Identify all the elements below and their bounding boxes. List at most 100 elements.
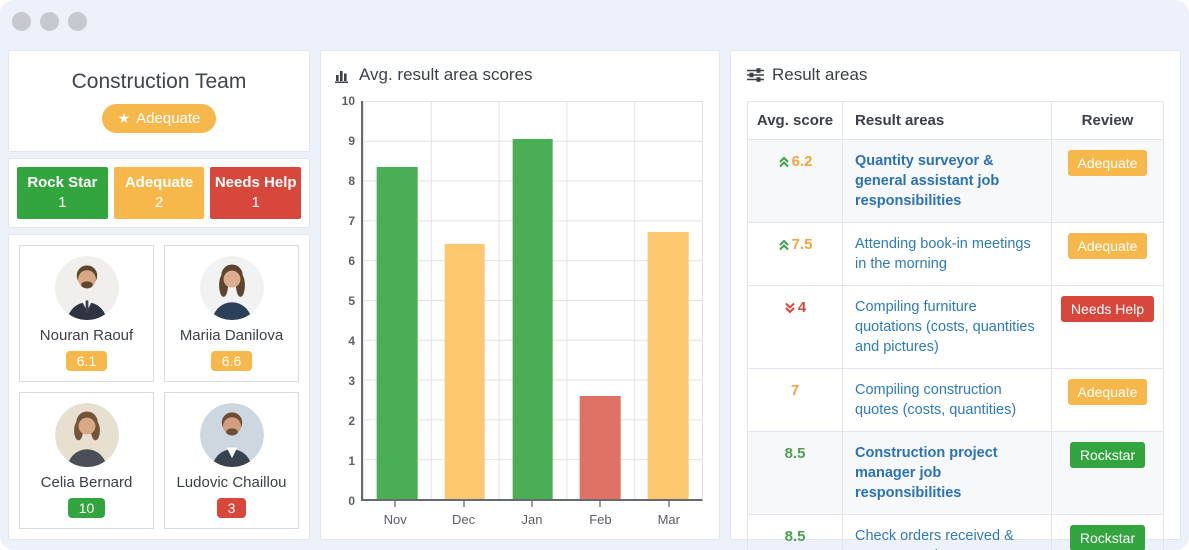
- member-card-mariia-danilova[interactable]: Mariia Danilova 6.6: [164, 245, 299, 382]
- review-badge: Adequate: [1067, 233, 1148, 259]
- chart-title-text: Avg. result area scores: [359, 65, 533, 84]
- y-axis-tick-label: 10: [341, 94, 355, 108]
- team-column: Construction Team ★ Adequate Rock Star 1…: [8, 50, 310, 540]
- column-header-review: Review: [1051, 101, 1164, 140]
- y-axis-tick-label: 5: [348, 294, 355, 308]
- chart-y-axis: 0 1 2 3 4 5 6 7 8 9 10: [335, 94, 361, 508]
- review-cell: Adequate: [1051, 368, 1164, 432]
- member-name: Celia Bernard: [40, 474, 133, 491]
- chart-x-axis: Nov Dec Jan Feb Mar: [361, 501, 703, 537]
- y-axis-tick-label: 2: [348, 414, 355, 428]
- stat-count: 1: [251, 194, 260, 211]
- window-titlebar: [0, 0, 1189, 42]
- member-score-badge: 6.1: [65, 351, 108, 371]
- avatar: [199, 256, 264, 320]
- sliders-icon: [747, 68, 764, 82]
- review-cell: Rockstar: [1051, 431, 1164, 515]
- y-axis-tick-label: 0: [348, 494, 355, 508]
- x-axis-tick: [667, 501, 670, 507]
- result-area-link[interactable]: Check orders received & request Invoices: [842, 514, 1052, 550]
- result-area-link[interactable]: Construction project manager job respons…: [842, 431, 1052, 515]
- stat-label: Needs Help: [214, 173, 297, 191]
- window-control-dot[interactable]: [68, 11, 87, 31]
- column-header-result-areas: Result areas: [842, 101, 1052, 140]
- chart-panel: Avg. result area scores 0 1 2 3 4 5 6 7 8 9 10 Nov…: [320, 50, 720, 540]
- x-axis-tick: [599, 501, 602, 507]
- result-areas-title-text: Result areas: [772, 65, 868, 84]
- table-row: 8.5 Check orders received & request Invo…: [747, 514, 1164, 550]
- avatar: [199, 403, 264, 467]
- y-axis-tick-label: 6: [348, 254, 355, 268]
- review-badge: Rockstar: [1069, 442, 1146, 468]
- result-area-link[interactable]: Compiling construction quotes (costs, qu…: [842, 368, 1052, 432]
- x-axis-tick: [531, 501, 533, 507]
- column-header-avg-score: Avg. score: [747, 101, 843, 140]
- y-axis-tick-label: 7: [348, 214, 355, 228]
- window-control-dot[interactable]: [12, 11, 31, 31]
- review-cell: Rockstar: [1051, 514, 1164, 550]
- chart-plot: [361, 101, 703, 501]
- stat-count: 1: [58, 194, 67, 211]
- result-areas-panel: Result areas Avg. score Result areas Rev…: [730, 50, 1181, 550]
- member-score-badge: 6.6: [210, 351, 253, 371]
- y-axis-tick-label: 1: [348, 454, 355, 468]
- x-axis-tick-label: Jan: [521, 512, 543, 527]
- member-card-nouran-raouf[interactable]: Nouran Raouf 6.1: [19, 245, 154, 382]
- y-axis-tick-label: 9: [348, 134, 355, 148]
- bar-nov[interactable]: [376, 166, 418, 499]
- result-area-link[interactable]: Compiling furniture quotations (costs, q…: [842, 285, 1052, 369]
- bar-dec[interactable]: [444, 244, 486, 499]
- stat-label: Adequate: [124, 173, 194, 191]
- avg-score-cell: 6.2: [747, 139, 843, 223]
- avg-score-cell: 7: [747, 368, 843, 432]
- review-cell: Adequate: [1051, 222, 1164, 286]
- stat-count: 2: [154, 194, 164, 211]
- x-axis-tick: [394, 501, 397, 507]
- avg-score-cell: 8.5: [747, 431, 843, 515]
- result-areas-panel-title: Result areas: [747, 65, 1164, 85]
- team-stats-card: Rock Star 1 Adequate 2 Needs Help 1: [8, 158, 310, 228]
- member-card-ludovic-chaillou[interactable]: Ludovic Chaillou 3: [164, 392, 299, 529]
- avg-score-cell: 4: [747, 285, 843, 369]
- review-badge: Rockstar: [1069, 525, 1146, 550]
- stat-box-rockstar: Rock Star 1: [17, 167, 108, 219]
- team-overall-badge: ★ Adequate: [101, 103, 217, 133]
- team-members-card: Nouran Raouf 6.1: [8, 234, 310, 540]
- result-area-link[interactable]: Attending book-in meetings in the mornin…: [842, 222, 1052, 286]
- avatar: [54, 403, 119, 467]
- trend-up-icon: [778, 239, 789, 251]
- review-badge: Adequate: [1067, 150, 1148, 176]
- member-score-badge: 10: [67, 498, 106, 518]
- review-badge: Adequate: [1067, 379, 1148, 405]
- bar-chart-icon: [335, 71, 348, 83]
- x-axis-tick-label: Feb: [589, 512, 612, 527]
- bar-mar[interactable]: [647, 232, 689, 499]
- window-control-dot[interactable]: [40, 11, 59, 31]
- table-row: 4 Compiling furniture quotations (costs,…: [747, 285, 1164, 369]
- stat-label: Rock Star: [27, 173, 98, 191]
- y-axis-tick-label: 8: [348, 174, 355, 188]
- avg-score-cell: 8.5: [747, 514, 843, 550]
- x-axis-tick: [462, 501, 465, 507]
- stat-box-needs-help: Needs Help 1: [210, 167, 302, 219]
- review-badge: Needs Help: [1060, 296, 1155, 322]
- result-area-link[interactable]: Quantity surveyor & general assistant jo…: [842, 139, 1052, 223]
- result-areas-table: Avg. score Result areas Review 6.2 Quant…: [747, 101, 1164, 550]
- member-name: Ludovic Chaillou: [176, 474, 287, 491]
- table-row: 7 Compiling construction quotes (costs, …: [747, 368, 1164, 432]
- table-row: 6.2 Quantity surveyor & general assistan…: [747, 139, 1164, 223]
- y-axis-tick-label: 4: [348, 334, 355, 348]
- member-score-badge: 3: [216, 498, 247, 518]
- avg-score-cell: 7.5: [747, 222, 843, 286]
- table-row: 7.5 Attending book-in meetings in the mo…: [747, 222, 1164, 286]
- x-axis-tick-label: Mar: [657, 512, 680, 527]
- review-cell: Needs Help: [1051, 285, 1164, 369]
- trend-down-icon: [785, 302, 795, 314]
- member-card-celia-bernard[interactable]: Celia Bernard 10: [19, 392, 154, 529]
- bar-feb[interactable]: [579, 395, 621, 499]
- x-axis-tick-label: Dec: [452, 512, 476, 527]
- bar-jan[interactable]: [512, 138, 553, 499]
- member-name: Nouran Raouf: [39, 327, 134, 344]
- team-header-card: Construction Team ★ Adequate: [8, 50, 310, 152]
